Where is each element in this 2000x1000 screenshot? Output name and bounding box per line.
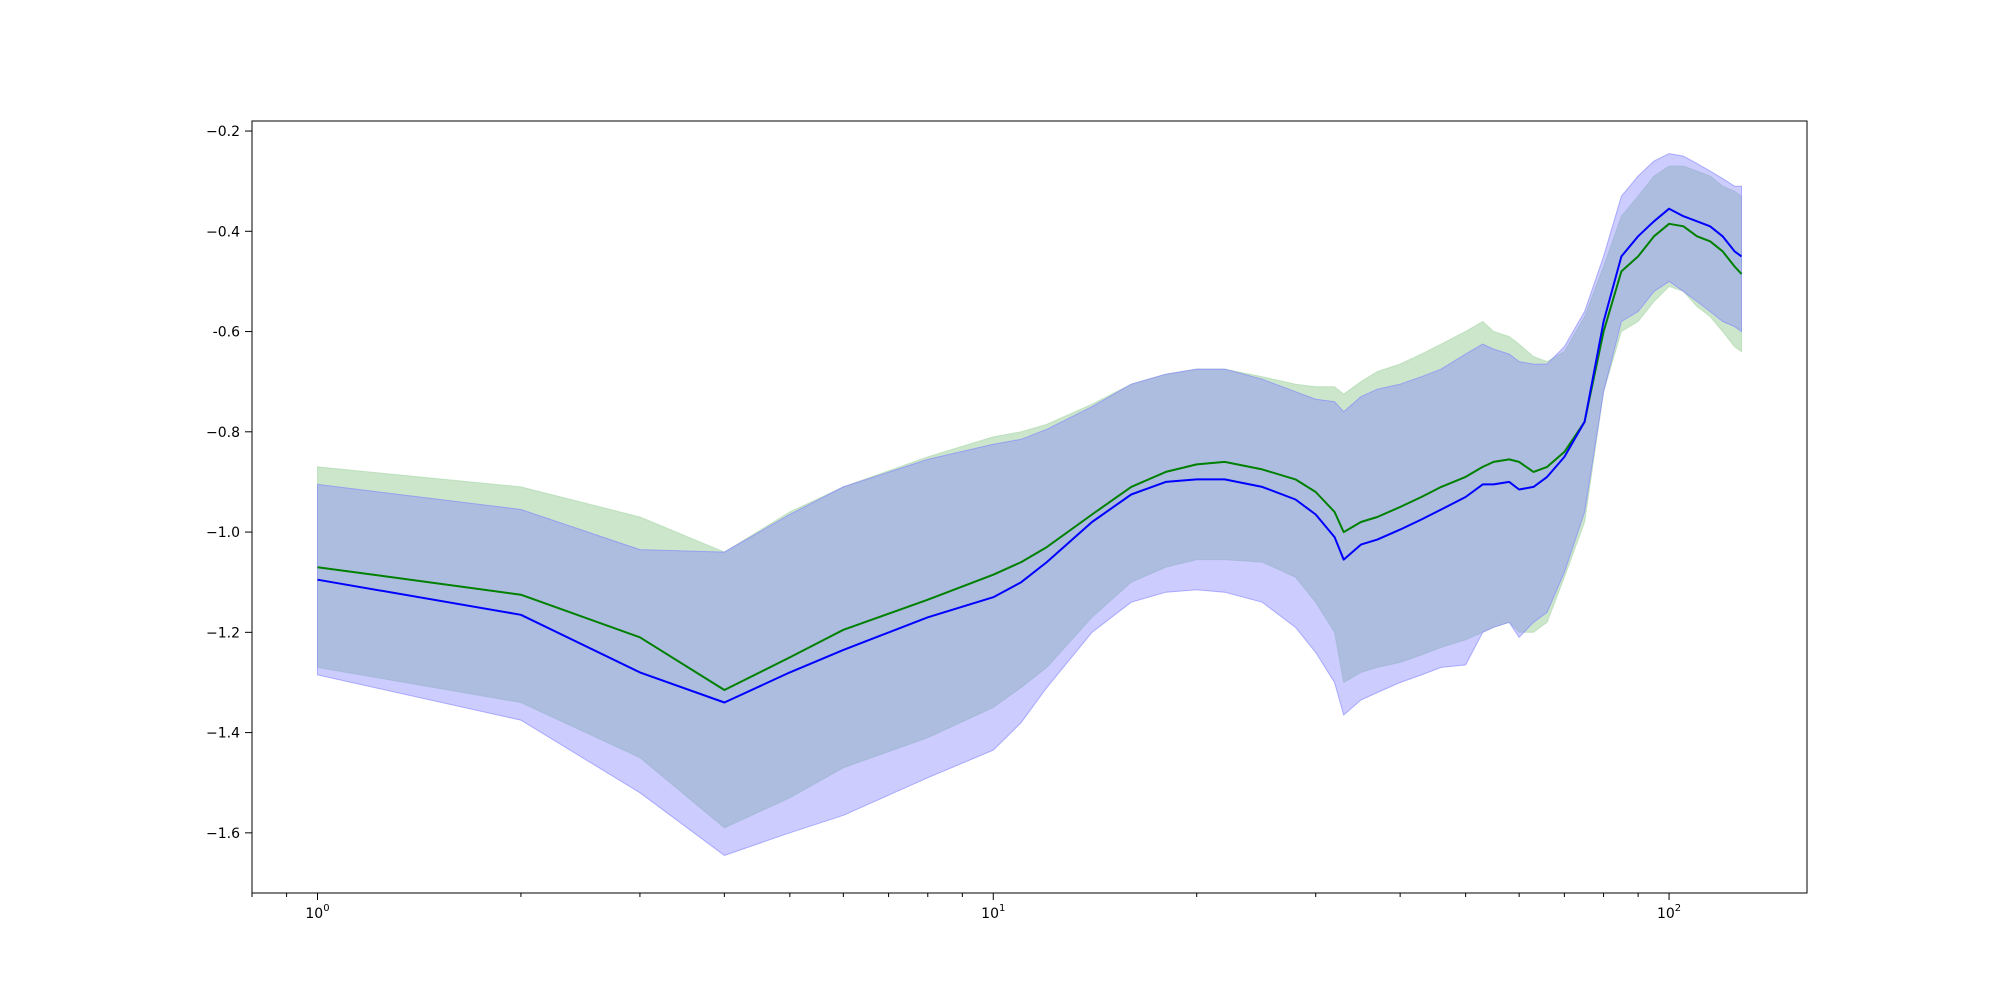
- series-lines: [317, 207, 1743, 704]
- x-tick-label: 100: [305, 903, 329, 922]
- series-1-line: [317, 222, 1743, 691]
- y-axis: −0.2 −0.4 -0.6 −0.8 −1.0 −1.2 −1.4 −1.6: [206, 124, 252, 842]
- y-tick-label: −1.0: [206, 525, 240, 541]
- y-tick-label: −1.4: [206, 726, 240, 742]
- x-tick-label: 102: [1657, 903, 1681, 922]
- y-tick-label: −0.8: [206, 425, 240, 441]
- y-tick-label: −1.6: [206, 826, 240, 842]
- confidence-bands: [317, 153, 1742, 856]
- series-2-line: [317, 207, 1743, 704]
- plot-frame: [251, 120, 1808, 894]
- x-axis: 100 101 102: [251, 893, 1681, 922]
- y-tick-label: −0.2: [206, 124, 240, 140]
- y-tick-label: −1.2: [206, 625, 240, 641]
- series-2-band: [317, 153, 1742, 856]
- y-tick-label: -0.6: [213, 325, 240, 341]
- y-tick-label: −0.4: [206, 224, 240, 240]
- x-tick-label: 101: [981, 903, 1005, 922]
- series-1-band: [317, 165, 1742, 829]
